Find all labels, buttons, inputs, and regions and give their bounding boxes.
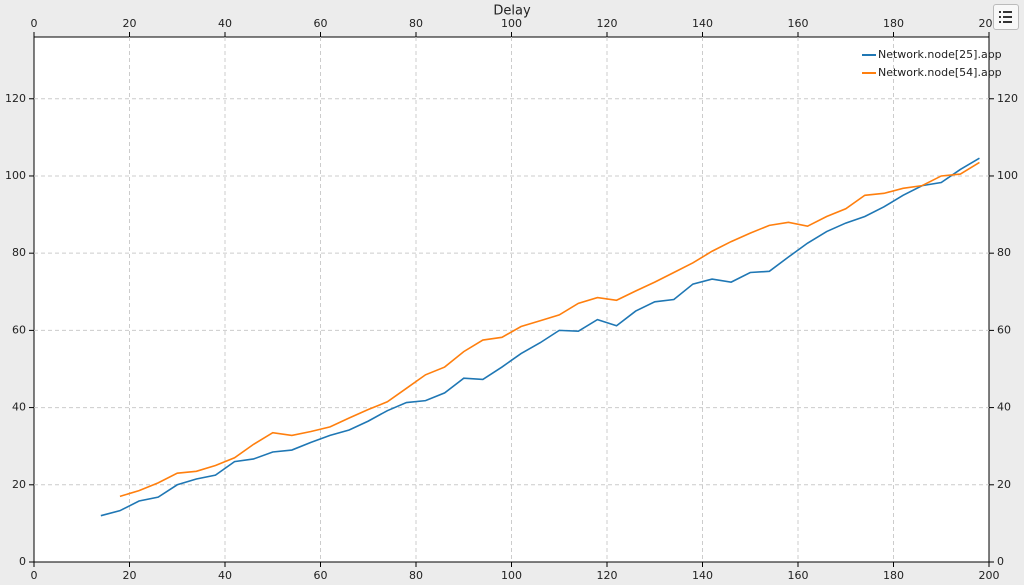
series-line [119, 161, 980, 498]
x-tick-label-top: 100 [501, 17, 522, 30]
x-tick-label-top: 20 [123, 17, 137, 30]
legend-label: Network.node[54].app [878, 66, 1002, 79]
x-tick-label-top: 160 [788, 17, 809, 30]
x-tick-label: 160 [788, 569, 809, 582]
y-tick-label: 80 [12, 246, 26, 259]
x-tick-label: 40 [218, 569, 232, 582]
x-tick-label-top: 60 [314, 17, 328, 30]
legend-label: Network.node[25].app [878, 48, 1002, 61]
y-tick-label: 20 [12, 478, 26, 491]
y-tick-label: 60 [12, 323, 26, 336]
y-tick-label-right: 80 [997, 246, 1011, 259]
y-tick-label: 0 [19, 555, 26, 568]
x-tick-label: 60 [314, 569, 328, 582]
x-tick-label: 0 [31, 569, 38, 582]
y-tick-label-right: 0 [997, 555, 1004, 568]
x-tick-label: 120 [597, 569, 618, 582]
y-tick-label: 120 [5, 92, 26, 105]
x-tick-label-top: 0 [31, 17, 38, 30]
legend-toggle-button[interactable] [993, 4, 1019, 30]
x-tick-label: 180 [883, 569, 904, 582]
x-tick-label-top: 120 [597, 17, 618, 30]
x-tick-label: 200 [979, 569, 1000, 582]
y-tick-label-right: 40 [997, 401, 1011, 414]
x-tick-label: 100 [501, 569, 522, 582]
list-icon [999, 11, 1012, 23]
x-axis-title: Delay [493, 4, 531, 19]
x-tick-label-top: 180 [883, 17, 904, 30]
x-tick-label: 20 [123, 569, 137, 582]
y-tick-label-right: 60 [997, 323, 1011, 336]
y-tick-label: 40 [12, 401, 26, 414]
x-tick-label-top: 140 [692, 17, 713, 30]
x-tick-label: 80 [409, 569, 423, 582]
x-tick-label-top: 40 [218, 17, 232, 30]
x-tick-label: 140 [692, 569, 713, 582]
y-tick-label: 100 [5, 169, 26, 182]
series-line [100, 157, 980, 517]
y-tick-label-right: 100 [997, 169, 1018, 182]
x-tick-label-top: 80 [409, 17, 423, 30]
y-tick-label-right: 20 [997, 478, 1011, 491]
y-tick-label-right: 120 [997, 92, 1018, 105]
